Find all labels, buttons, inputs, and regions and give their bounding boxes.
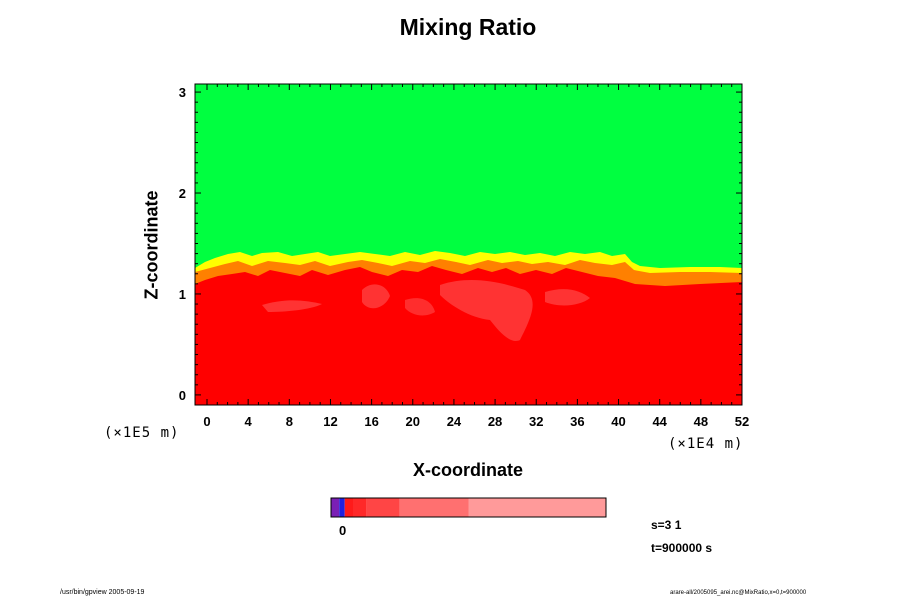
plot-frame (194, 83, 743, 406)
x-axis-label: X-coordinate (412, 460, 523, 480)
heatmap-field (195, 84, 742, 405)
colorbar (330, 497, 607, 518)
y-scale-label: (×1E5 m) (104, 425, 180, 441)
light-red-inclusion (262, 300, 322, 312)
x-tick-label: 40 (611, 414, 625, 429)
light-red-inclusion (545, 289, 590, 306)
x-tick-label: 44 (652, 414, 667, 429)
y-tick-label: 2 (179, 186, 186, 201)
light-red-inclusion (440, 280, 533, 341)
y-tick-label: 1 (179, 287, 186, 302)
colorbar-segment (331, 498, 340, 517)
x-tick-label: 28 (488, 414, 502, 429)
chart-title: Mixing Ratio (399, 14, 537, 40)
x-tick-label: 8 (286, 414, 293, 429)
footer-right-text: arare-all/2005095_arei.nc@MixRatio,x=0,t… (670, 590, 807, 596)
y-tick-label: 0 (179, 388, 186, 403)
time-info-label: t=900000 s (651, 541, 713, 555)
y-tick-label: 3 (179, 85, 186, 100)
x-tick-label: 52 (735, 414, 749, 429)
colorbar-segment (399, 498, 469, 517)
colorbar-segment (339, 498, 345, 517)
x-tick-label: 4 (245, 414, 253, 429)
x-tick-label: 12 (323, 414, 337, 429)
x-tick-label: 24 (447, 414, 462, 429)
x-scale-label: (×1E4 m) (668, 436, 744, 452)
x-tick-label: 32 (529, 414, 543, 429)
y-axis-label: Z-coordinate (141, 190, 162, 300)
x-tick-label: 36 (570, 414, 584, 429)
colorbar-segment (344, 498, 353, 517)
footer-left-text: /usr/bin/gpview 2005-09-19 (60, 589, 145, 596)
colorbar-zero-label: 0 (339, 523, 347, 538)
x-tick-label: 20 (406, 414, 420, 429)
lower-red-region (195, 266, 742, 405)
colorbar-segment (366, 498, 400, 517)
light-red-inclusion (362, 284, 390, 309)
x-tick-label: 16 (364, 414, 378, 429)
s-info-label: s=3 1 (651, 518, 682, 532)
colorbar-segment (353, 498, 367, 517)
colorbar-segment (468, 498, 606, 517)
colorbar-frame (330, 497, 607, 518)
x-tick-label: 0 (203, 414, 210, 429)
light-red-inclusion (405, 298, 435, 316)
x-tick-label: 48 (694, 414, 708, 429)
